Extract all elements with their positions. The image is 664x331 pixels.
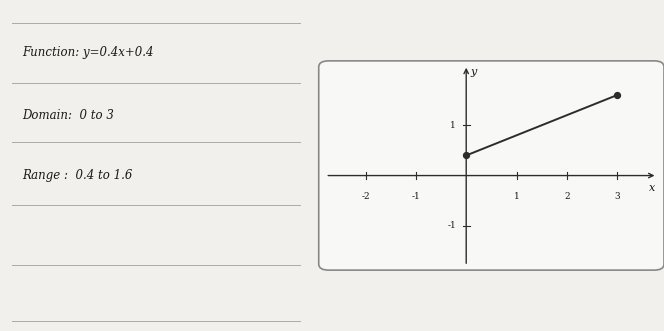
Text: -1: -1 — [448, 221, 456, 230]
Text: y: y — [471, 68, 477, 77]
Text: Range :  0.4 to 1.6: Range : 0.4 to 1.6 — [22, 169, 132, 182]
Text: x: x — [649, 183, 655, 193]
Text: Function: y=0.4x+0.4: Function: y=0.4x+0.4 — [22, 46, 153, 59]
FancyBboxPatch shape — [319, 61, 664, 270]
Text: 1: 1 — [514, 192, 519, 201]
Text: -2: -2 — [361, 192, 370, 201]
Point — [612, 92, 622, 98]
Text: 1: 1 — [450, 121, 456, 130]
Text: -1: -1 — [412, 192, 420, 201]
Text: 3: 3 — [614, 192, 620, 201]
Text: 2: 2 — [564, 192, 570, 201]
Point — [461, 153, 471, 158]
Text: Domain:  0 to 3: Domain: 0 to 3 — [22, 109, 114, 122]
